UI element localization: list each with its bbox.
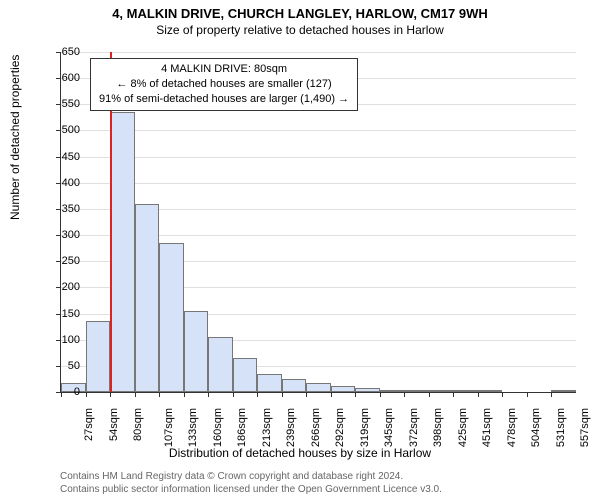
y-tick-label: 50 — [45, 360, 80, 372]
grid-line — [61, 52, 576, 53]
footer-line-2: Contains public sector information licen… — [60, 483, 442, 496]
chart-container: 4, MALKIN DRIVE, CHURCH LANGLEY, HARLOW,… — [0, 0, 600, 500]
y-tick-label: 400 — [45, 177, 80, 189]
y-tick-label: 0 — [45, 386, 80, 398]
y-tick-label: 150 — [45, 308, 80, 320]
chart-subtitle: Size of property relative to detached ho… — [0, 21, 600, 37]
histogram-bar — [380, 390, 405, 392]
x-tick-label: 27sqm — [83, 408, 95, 441]
histogram-bar — [331, 386, 356, 392]
y-tick-label: 100 — [45, 334, 80, 346]
x-tick-label: 133sqm — [187, 408, 199, 447]
grid-line — [61, 157, 576, 158]
x-tick-label: 160sqm — [212, 408, 224, 447]
x-tick-label: 239sqm — [285, 408, 297, 447]
x-tick-mark — [110, 392, 111, 397]
x-tick-mark — [159, 392, 160, 397]
x-tick-mark — [404, 392, 405, 397]
x-tick-label: 186sqm — [236, 408, 248, 447]
info-line-smaller: ← 8% of detached houses are smaller (127… — [99, 77, 349, 92]
y-tick-label: 450 — [45, 151, 80, 163]
histogram-bar — [429, 390, 454, 392]
y-tick-label: 550 — [45, 98, 80, 110]
x-tick-mark — [331, 392, 332, 397]
x-tick-label: 398sqm — [432, 408, 444, 447]
y-axis-label: Number of detached properties — [8, 55, 22, 220]
x-tick-mark — [208, 392, 209, 397]
x-tick-mark — [233, 392, 234, 397]
y-tick-label: 650 — [45, 46, 80, 58]
x-tick-mark — [135, 392, 136, 397]
x-tick-label: 107sqm — [163, 408, 175, 447]
y-tick-label: 200 — [45, 281, 80, 293]
x-tick-label: 531sqm — [555, 408, 567, 447]
histogram-bar — [404, 390, 429, 392]
x-tick-label: 213sqm — [261, 408, 273, 447]
x-tick-mark — [453, 392, 454, 397]
x-tick-mark — [86, 392, 87, 397]
histogram-bar — [184, 311, 209, 392]
footer-line-1: Contains HM Land Registry data © Crown c… — [60, 470, 442, 483]
x-tick-mark — [184, 392, 185, 397]
histogram-bar — [478, 390, 503, 392]
x-tick-label: 80sqm — [132, 408, 144, 441]
grid-line — [61, 183, 576, 184]
y-tick-label: 500 — [45, 124, 80, 136]
y-tick-label: 350 — [45, 203, 80, 215]
x-tick-mark — [478, 392, 479, 397]
histogram-bar — [233, 358, 258, 392]
x-tick-label: 372sqm — [408, 408, 420, 447]
x-tick-label: 345sqm — [383, 408, 395, 447]
footer-attribution: Contains HM Land Registry data © Crown c… — [60, 470, 442, 496]
histogram-bar — [135, 204, 160, 392]
histogram-bar — [110, 112, 135, 392]
histogram-bar — [306, 383, 331, 392]
x-tick-label: 292sqm — [334, 408, 346, 447]
x-tick-mark — [257, 392, 258, 397]
histogram-bar — [551, 390, 576, 392]
y-tick-label: 300 — [45, 229, 80, 241]
x-tick-label: 557sqm — [580, 408, 592, 447]
x-tick-label: 451sqm — [482, 408, 494, 447]
histogram-bar — [257, 374, 282, 392]
x-tick-label: 425sqm — [457, 408, 469, 447]
x-tick-mark — [380, 392, 381, 397]
histogram-bar — [355, 388, 380, 392]
x-axis-label: Distribution of detached houses by size … — [0, 446, 600, 460]
histogram-bar — [159, 243, 184, 392]
x-tick-mark — [502, 392, 503, 397]
x-tick-label: 504sqm — [531, 408, 543, 447]
x-tick-mark — [527, 392, 528, 397]
x-tick-label: 266sqm — [310, 408, 322, 447]
x-tick-mark — [429, 392, 430, 397]
x-tick-label: 319sqm — [359, 408, 371, 447]
histogram-bar — [86, 321, 111, 392]
x-tick-mark — [282, 392, 283, 397]
grid-line — [61, 130, 576, 131]
x-tick-label: 478sqm — [506, 408, 518, 447]
info-box: 4 MALKIN DRIVE: 80sqm ← 8% of detached h… — [90, 58, 358, 111]
info-line-property: 4 MALKIN DRIVE: 80sqm — [99, 62, 349, 77]
y-tick-label: 250 — [45, 255, 80, 267]
histogram-bar — [453, 390, 478, 392]
x-tick-label: 54sqm — [108, 408, 120, 441]
info-line-larger: 91% of semi-detached houses are larger (… — [99, 92, 349, 107]
x-tick-mark — [306, 392, 307, 397]
histogram-bar — [282, 379, 307, 392]
chart-title-address: 4, MALKIN DRIVE, CHURCH LANGLEY, HARLOW,… — [0, 0, 600, 21]
y-tick-label: 600 — [45, 72, 80, 84]
x-tick-mark — [355, 392, 356, 397]
x-tick-mark — [551, 392, 552, 397]
histogram-bar — [208, 337, 233, 392]
